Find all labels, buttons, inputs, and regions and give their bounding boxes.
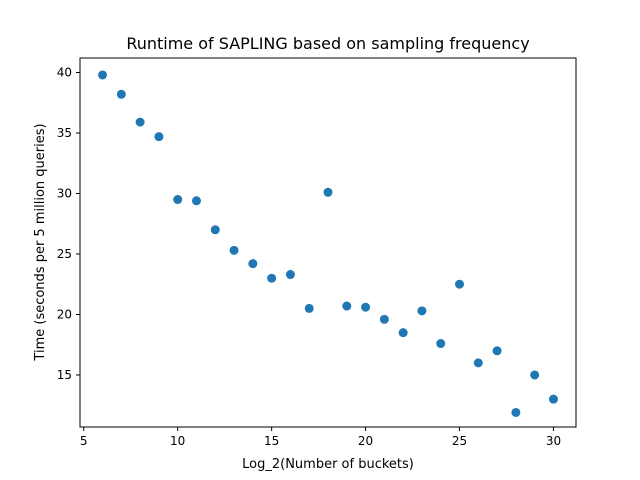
x-axis: 5 10 15 20 25 30 [80,427,561,448]
data-point [98,70,108,80]
y-tick-label: 20 [57,307,72,321]
data-point [229,245,239,255]
y-tick-label: 30 [57,187,72,201]
data-point [548,394,558,404]
data-point [191,196,201,206]
data-point [361,302,371,312]
data-point [436,339,446,349]
y-tick-label: 35 [57,126,72,140]
data-points [98,70,558,417]
y-axis: 15 20 25 30 35 40 [57,66,80,382]
data-point [417,306,427,316]
data-point [248,259,258,269]
y-tick-label: 15 [57,368,72,382]
x-tick-label: 25 [452,434,467,448]
x-axis-label: Log_2(Number of buckets) [242,457,414,472]
x-tick-label: 10 [170,434,185,448]
y-tick-label: 25 [57,247,72,261]
data-point [210,225,220,235]
data-point [455,279,465,289]
data-point [473,358,483,368]
y-axis-label: Time (seconds per 5 million queries) [33,123,48,361]
data-point [492,346,502,356]
data-point [173,195,183,205]
data-point [511,407,521,417]
y-tick-label: 40 [57,66,72,80]
x-tick-label: 5 [80,434,88,448]
data-point [267,273,277,283]
x-tick-label: 20 [358,434,373,448]
data-point [116,89,126,99]
data-point [154,132,164,142]
chart-title: Runtime of SAPLING based on sampling fre… [126,34,529,53]
data-point [135,117,145,127]
data-point [530,370,540,380]
data-point [342,301,352,311]
x-tick-label: 15 [264,434,279,448]
data-point [304,303,314,313]
data-point [398,328,408,338]
plot-frame [79,57,577,428]
data-point [379,314,389,324]
data-point [285,270,295,280]
x-tick-label: 30 [546,434,561,448]
data-point [323,187,333,197]
